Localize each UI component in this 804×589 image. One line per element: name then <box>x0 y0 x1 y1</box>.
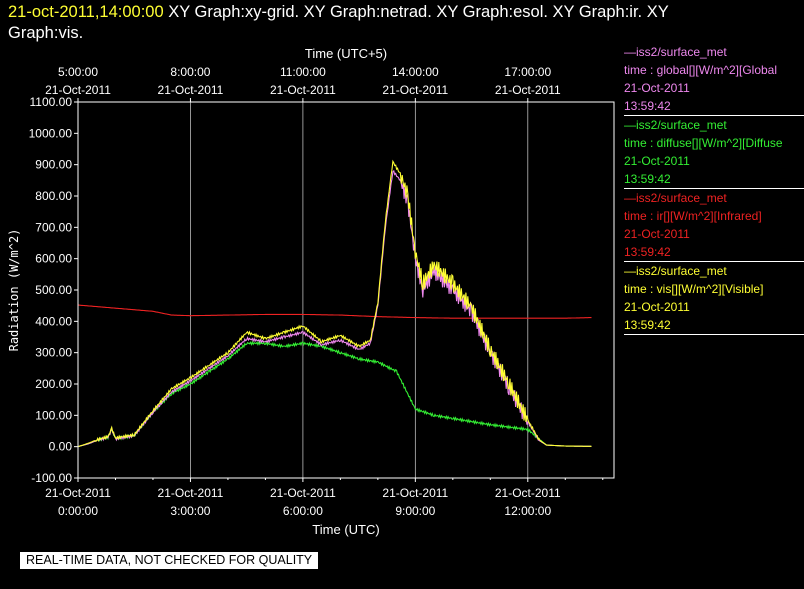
y-tick-label: 400.00 <box>35 314 72 328</box>
y-axis-label: Radiation (W/m^2) <box>7 229 21 352</box>
header-timestamp: 21-oct-2011,14:00:00 <box>8 3 164 21</box>
y-tick-label: 800.00 <box>35 189 72 203</box>
legend-time: 13:59:42 <box>624 245 671 259</box>
y-tick-label: -100.00 <box>31 471 72 485</box>
top-tick-label-date: 21-Oct-2011 <box>495 83 561 97</box>
y-tick-label: 100.00 <box>35 408 72 422</box>
header-graph-list: XY Graph:xy-grid. XY Graph:netrad. XY Gr… <box>168 3 669 21</box>
grid-lines <box>190 102 529 478</box>
x-tick-label-time: 3:00:00 <box>170 504 210 518</box>
y-tick-label: 0.00 <box>49 440 73 454</box>
x-tick-label-date: 21-Oct-2011 <box>382 486 448 500</box>
y-tick-label: 200.00 <box>35 377 72 391</box>
x-tick-label-time: 12:00:00 <box>504 504 551 518</box>
x-tick-label-time: 6:00:00 <box>283 504 323 518</box>
legend-variable: time : global[][W/m^2][Global <box>624 63 778 77</box>
legend-source: —iss2/surface_met <box>624 191 727 205</box>
y-tick-label: 1000.00 <box>29 126 73 140</box>
x-tick-label-date: 21-Oct-2011 <box>158 486 224 500</box>
legend-date: 21-Oct-2011 <box>624 81 690 95</box>
legend-time: 13:59:42 <box>624 172 671 186</box>
x-tick-label-date: 21-Oct-2011 <box>495 486 561 500</box>
x-axis-label-top: Time (UTC+5) <box>305 46 387 61</box>
top-tick-label-time: 17:00:00 <box>504 65 551 79</box>
legend-time: 13:59:42 <box>624 318 671 332</box>
series-line-2 <box>77 169 592 448</box>
x-axis-label-bottom: Time (UTC) <box>312 522 379 537</box>
legend-source: —iss2/surface_met <box>624 45 727 59</box>
chart-header: 21-oct-2011,14:00:00 XY Graph:xy-grid. X… <box>8 2 804 44</box>
y-tick-label: 900.00 <box>35 158 72 172</box>
plot-frame <box>77 101 615 479</box>
legend-variable: time : diffuse[][W/m^2][Diffuse <box>624 136 783 150</box>
legend-date: 21-Oct-2011 <box>624 227 690 241</box>
top-tick-label-time: 8:00:00 <box>170 65 210 79</box>
series-line-3 <box>77 159 592 448</box>
y-tick-label: 500.00 <box>35 283 72 297</box>
legend-date: 21-Oct-2011 <box>624 154 690 168</box>
y-axis: 1100.00 1000.00 900.00 800.00 700.00 600.00 50… <box>29 95 78 485</box>
x-tick-label-date: 21-Oct-2011 <box>270 486 336 500</box>
top-tick-label-date: 21-Oct-2011 <box>270 83 336 97</box>
series-lines <box>77 159 592 448</box>
top-tick-label-time: 14:00:00 <box>392 65 439 79</box>
legend-time: 13:59:42 <box>624 99 671 113</box>
legend-source: —iss2/surface_met <box>624 264 727 278</box>
legend-variable: time : ir[][W/m^2][Infrared] <box>624 209 762 223</box>
y-tick-label: 700.00 <box>35 220 72 234</box>
x-tick-label-time: 0:00:00 <box>58 504 98 518</box>
x-tick-label-date: 21-Oct-2011 <box>45 486 111 500</box>
legend-date: 21-Oct-2011 <box>624 300 690 314</box>
series-line-0 <box>77 304 592 319</box>
x-axis: 21-Oct-2011 0:00:00 21-Oct-2011 3:00:00 21-O… <box>45 65 604 518</box>
legend-variable: time : vis[][W/m^2][Visible] <box>624 282 764 296</box>
top-tick-label-date: 21-Oct-2011 <box>45 83 111 97</box>
top-tick-label-time: 11:00:00 <box>280 65 326 79</box>
top-tick-label-date: 21-Oct-2011 <box>158 83 224 97</box>
header-graph-list-cont: Graph:vis. <box>8 24 84 42</box>
y-tick-label: 1100.00 <box>30 95 73 109</box>
top-tick-label-date: 21-Oct-2011 <box>382 83 448 97</box>
y-tick-label: 300.00 <box>35 346 72 360</box>
top-tick-label-time: 5:00:00 <box>58 65 98 79</box>
legend-source: —iss2/surface_met <box>624 118 727 132</box>
y-tick-label: 600.00 <box>35 252 72 266</box>
qc-notice: REAL-TIME DATA, NOT CHECKED FOR QUALITY <box>20 552 319 569</box>
x-tick-label-time: 9:00:00 <box>395 504 435 518</box>
